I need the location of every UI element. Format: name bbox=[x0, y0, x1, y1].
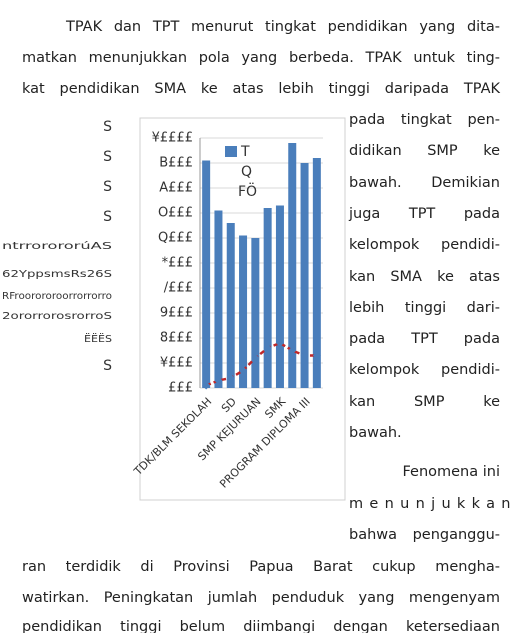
bar bbox=[202, 160, 211, 388]
text-line: bawah. bbox=[349, 425, 402, 441]
y-tick-label: 9£££ bbox=[160, 306, 193, 321]
legend-swatch bbox=[225, 146, 237, 157]
sidebar-text: S bbox=[103, 119, 112, 135]
line bbox=[205, 341, 317, 387]
sidebar-text: S bbox=[103, 209, 112, 225]
bar bbox=[214, 210, 223, 388]
chart-frame bbox=[139, 117, 346, 501]
text-line: kan SMP ke bbox=[349, 394, 500, 410]
bar bbox=[239, 235, 248, 388]
legend-label: Q bbox=[241, 164, 252, 180]
sidebar-text: S bbox=[103, 149, 112, 165]
sidebar-text: 2ororrorosrorroS bbox=[2, 311, 112, 322]
line-marker bbox=[202, 381, 211, 390]
y-tick-label: /£££ bbox=[164, 281, 193, 296]
y-tick-label: B£££ bbox=[159, 156, 193, 171]
y-tick-label: ¥££££ bbox=[152, 131, 193, 146]
text-line: kan SMA ke atas bbox=[349, 269, 500, 285]
text-line: bawah. Demikian bbox=[349, 175, 500, 191]
line-marker bbox=[214, 376, 223, 385]
line-marker bbox=[226, 374, 235, 382]
text-line: lebih tinggi dari- bbox=[349, 300, 500, 316]
sidebar-text: ntrrorororúAS bbox=[2, 240, 112, 252]
y-tick-label: 8£££ bbox=[160, 331, 193, 346]
text-line: juga TPT pada bbox=[349, 206, 500, 222]
sidebar-text: ËËËS bbox=[84, 332, 112, 345]
line-marker bbox=[288, 346, 297, 355]
y-tick-label: A£££ bbox=[159, 181, 193, 196]
line-marker bbox=[239, 366, 248, 375]
text-line: Fenomena ini bbox=[402, 464, 500, 480]
sidebar-text: 62YppsmsRs26S bbox=[2, 269, 112, 280]
y-tick-label: ¥£££ bbox=[160, 356, 193, 371]
text-line: kat pendidikan SMA ke atas lebih tinggi … bbox=[22, 81, 500, 97]
line-marker bbox=[312, 351, 321, 360]
text-line: pada tingkat pen- bbox=[349, 112, 500, 128]
text-line: kelompok pendidi- bbox=[349, 237, 500, 253]
x-tick-label: TDK/BLM SEKOLAH bbox=[131, 395, 215, 479]
legend-label: T bbox=[240, 144, 250, 160]
y-tick-label: *£££ bbox=[162, 256, 193, 271]
text-line: didikan SMP ke bbox=[349, 143, 500, 159]
text-line: pada TPT pada bbox=[349, 331, 500, 347]
text-line: watirkan. Peningkatan jumlah penduduk ya… bbox=[22, 590, 500, 606]
bar bbox=[251, 238, 260, 388]
bar bbox=[312, 158, 321, 388]
text-line: kelompok pendidi- bbox=[349, 362, 500, 378]
text-line: menunjukkan bbox=[349, 496, 517, 512]
text-line: TPAK dan TPT menurut tingkat pendidikan … bbox=[66, 19, 500, 35]
bar bbox=[226, 223, 235, 388]
bar bbox=[275, 205, 284, 388]
y-tick-label: £££ bbox=[168, 381, 193, 396]
text-line: pendidikan tinggi belum diimbangi dengan… bbox=[22, 619, 500, 633]
annotation: FÖ bbox=[238, 182, 257, 200]
line-marker bbox=[251, 354, 260, 362]
text-line: bahwa penganggu- bbox=[349, 527, 500, 543]
sidebar-text: RFroorororoorrorrorro bbox=[2, 291, 112, 302]
bar bbox=[300, 163, 309, 388]
text-line: ran terdidik di Provinsi Papua Barat cuk… bbox=[22, 559, 500, 575]
bar bbox=[263, 208, 272, 388]
sidebar-text: S bbox=[103, 179, 112, 195]
text-line: matkan menunjukkan pola yang berbeda. TP… bbox=[22, 50, 500, 66]
sidebar-text: S bbox=[103, 358, 112, 374]
y-tick-label: O£££ bbox=[158, 206, 193, 221]
line-marker bbox=[263, 344, 272, 352]
y-tick-label: Q£££ bbox=[158, 231, 193, 246]
line-marker bbox=[300, 351, 309, 360]
line-marker bbox=[275, 339, 284, 347]
bar bbox=[288, 143, 297, 388]
